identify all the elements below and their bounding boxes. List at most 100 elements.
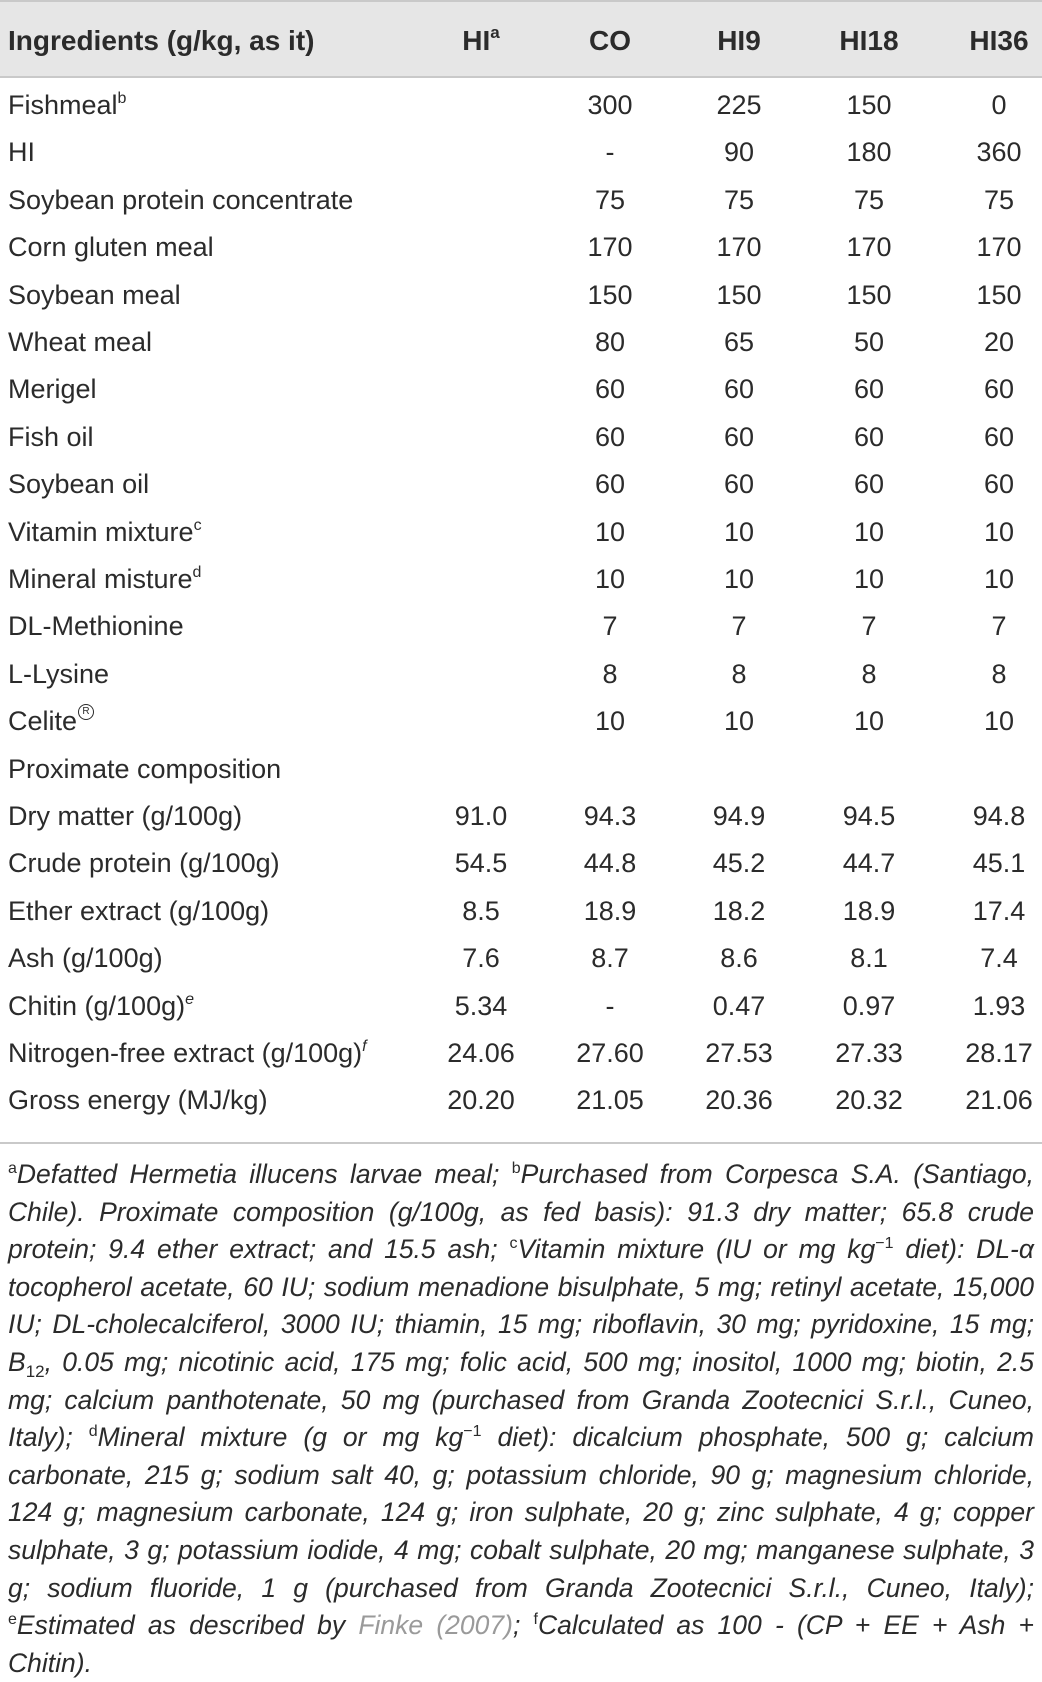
value-co: 27.60 — [576, 1038, 644, 1068]
value-hi18: 75 — [853, 184, 885, 215]
table-row: DL-Methionine 7 7 7 7 — [0, 601, 1042, 648]
value-hi — [426, 80, 536, 127]
value-co: 94.3 — [583, 801, 637, 831]
row-label: Ether extract (g/100g) — [8, 886, 269, 933]
value-hi: 8.5 — [462, 895, 500, 926]
value-hi — [426, 744, 536, 791]
row-label-text: Ash (g/100g) — [8, 943, 163, 974]
value-hi9: 27.53 — [705, 1038, 773, 1068]
value-hi: 20.20 — [447, 1085, 515, 1116]
value-hi: 91.0 — [454, 801, 508, 831]
value-co: 8 — [602, 658, 618, 689]
value-hi18: 20.32 — [835, 1085, 903, 1116]
footnote-d-marker: d — [88, 1423, 98, 1441]
row-label: Proximate composition — [8, 744, 281, 791]
value-hi36: 7.4 — [980, 943, 1018, 974]
value-co — [555, 744, 665, 791]
value-hi — [426, 222, 536, 269]
value-hi9: 10 — [723, 516, 755, 547]
value-hi9: 60 — [723, 421, 755, 452]
value-co: 10 — [594, 706, 626, 737]
value-hi36: 1.93 — [972, 990, 1026, 1021]
value-hi: 5.34 — [454, 990, 508, 1021]
row-label: Dry matter (g/100g) — [8, 791, 242, 838]
value-hi36: 94.8 — [972, 801, 1026, 831]
table-row: Proximate composition — [0, 744, 1042, 791]
row-label-text: Corn gluten meal — [8, 232, 214, 263]
value-hi9: 225 — [716, 90, 762, 120]
table-header: Ingredients (g/kg, as it) HIa CO HI9 HI1… — [0, 0, 1042, 78]
value-hi: 24.06 — [447, 1038, 515, 1068]
row-label-text: Wheat meal — [8, 327, 153, 357]
value-hi18: 150 — [846, 279, 892, 310]
table-row: Gross energy (MJ/kg) 20.20 21.05 20.36 20.32… — [0, 1075, 1042, 1122]
header-hi18: HI18 — [839, 25, 899, 56]
table-footnotes: aDefatted Hermetia illucens larvae meal;… — [8, 1156, 1034, 1682]
footnote-marker: e — [185, 990, 195, 1008]
row-label-text: Proximate composition — [8, 753, 282, 784]
value-hi36: 10 — [983, 706, 1015, 737]
row-label: Mineral mistured — [8, 554, 201, 601]
table-row: Ether extract (g/100g) 8.5 18.9 18.2 18.9 17.… — [0, 886, 1042, 933]
value-co: 60 — [594, 374, 626, 405]
value-co: 80 — [594, 327, 626, 357]
row-label: DL-Methionine — [8, 601, 184, 648]
value-hi18: 10 — [853, 564, 885, 594]
value-co: 150 — [587, 279, 633, 310]
value-hi — [426, 270, 536, 317]
value-hi36: 21.06 — [965, 1085, 1033, 1116]
table-row: Mineral mistured 10 10 10 10 — [0, 554, 1042, 601]
footnote-e: Estimated as described by — [16, 1610, 359, 1641]
value-hi18: 8 — [861, 658, 877, 689]
row-label-text: Soybean protein concentrate — [8, 184, 354, 215]
table-row: Chitin (g/100g)e 5.34 - 0.47 0.97 1.93 — [0, 981, 1042, 1028]
footnote-e-end: ; — [512, 1610, 534, 1641]
row-label: HI — [8, 127, 35, 174]
footnote-f-marker: f — [533, 1611, 538, 1629]
header-hi9: HI9 — [717, 25, 761, 56]
value-hi9: 60 — [723, 469, 755, 500]
footnote-b: Purchased from Corpesca S.A. (Santiago, … — [8, 1159, 1034, 1265]
value-hi — [426, 601, 536, 648]
value-hi18: 150 — [846, 90, 892, 120]
value-hi9: 10 — [723, 564, 755, 594]
value-co: 10 — [594, 564, 626, 594]
footnote-a-marker: a — [8, 1160, 17, 1177]
value-hi — [426, 649, 536, 696]
value-hi9: 7 — [731, 611, 747, 642]
value-co: 18.9 — [583, 895, 637, 926]
table-row: Fishmealb 300 225 150 0 — [0, 80, 1042, 127]
table-row: Nitrogen-free extract (g/100g)f 24.06 27.6… — [0, 1028, 1042, 1075]
value-hi18: 7 — [861, 611, 877, 642]
row-label-text: Mineral misture — [8, 564, 193, 594]
value-hi36: 10 — [983, 564, 1015, 594]
row-label: Soybean meal — [8, 270, 181, 317]
footnote-a: Defatted Hermetia illucens larvae meal; — [16, 1159, 512, 1189]
value-hi9: 94.9 — [712, 801, 766, 831]
value-hi36: 0 — [991, 90, 1007, 120]
value-hi18: 60 — [853, 469, 885, 500]
row-label: Chitin (g/100g)e — [8, 981, 194, 1028]
row-label: Corn gluten meal — [8, 222, 214, 269]
value-hi18: 18.9 — [842, 895, 896, 926]
value-hi18: 44.7 — [842, 848, 896, 879]
footnote-e-marker: e — [8, 1611, 17, 1629]
row-label-text: Nitrogen-free extract (g/100g) — [8, 1038, 363, 1068]
value-hi9: 65 — [723, 327, 755, 357]
value-hi36: 45.1 — [972, 848, 1026, 879]
footnote-c-part3: , 0.05 mg; nicotinic acid, 175 mg; folic… — [8, 1346, 1034, 1453]
value-hi36: 8 — [991, 658, 1007, 689]
footnote-b-marker: b — [511, 1160, 521, 1177]
value-hi36: 60 — [983, 421, 1015, 452]
row-label-text: Ether extract (g/100g) — [8, 895, 270, 926]
row-label: L-Lysine — [8, 649, 109, 696]
row-label-text: Chitin (g/100g) — [8, 990, 186, 1021]
table-row: Soybean meal 150 150 150 150 — [0, 270, 1042, 317]
table-row: HI - 90 180 360 — [0, 127, 1042, 174]
row-label-text: Dry matter (g/100g) — [8, 801, 243, 831]
value-hi9: 0.47 — [712, 990, 766, 1021]
header-hi36: HI36 — [969, 25, 1029, 56]
citation-link-finke-2007[interactable]: Finke (2007) — [358, 1610, 513, 1641]
value-hi — [426, 459, 536, 506]
